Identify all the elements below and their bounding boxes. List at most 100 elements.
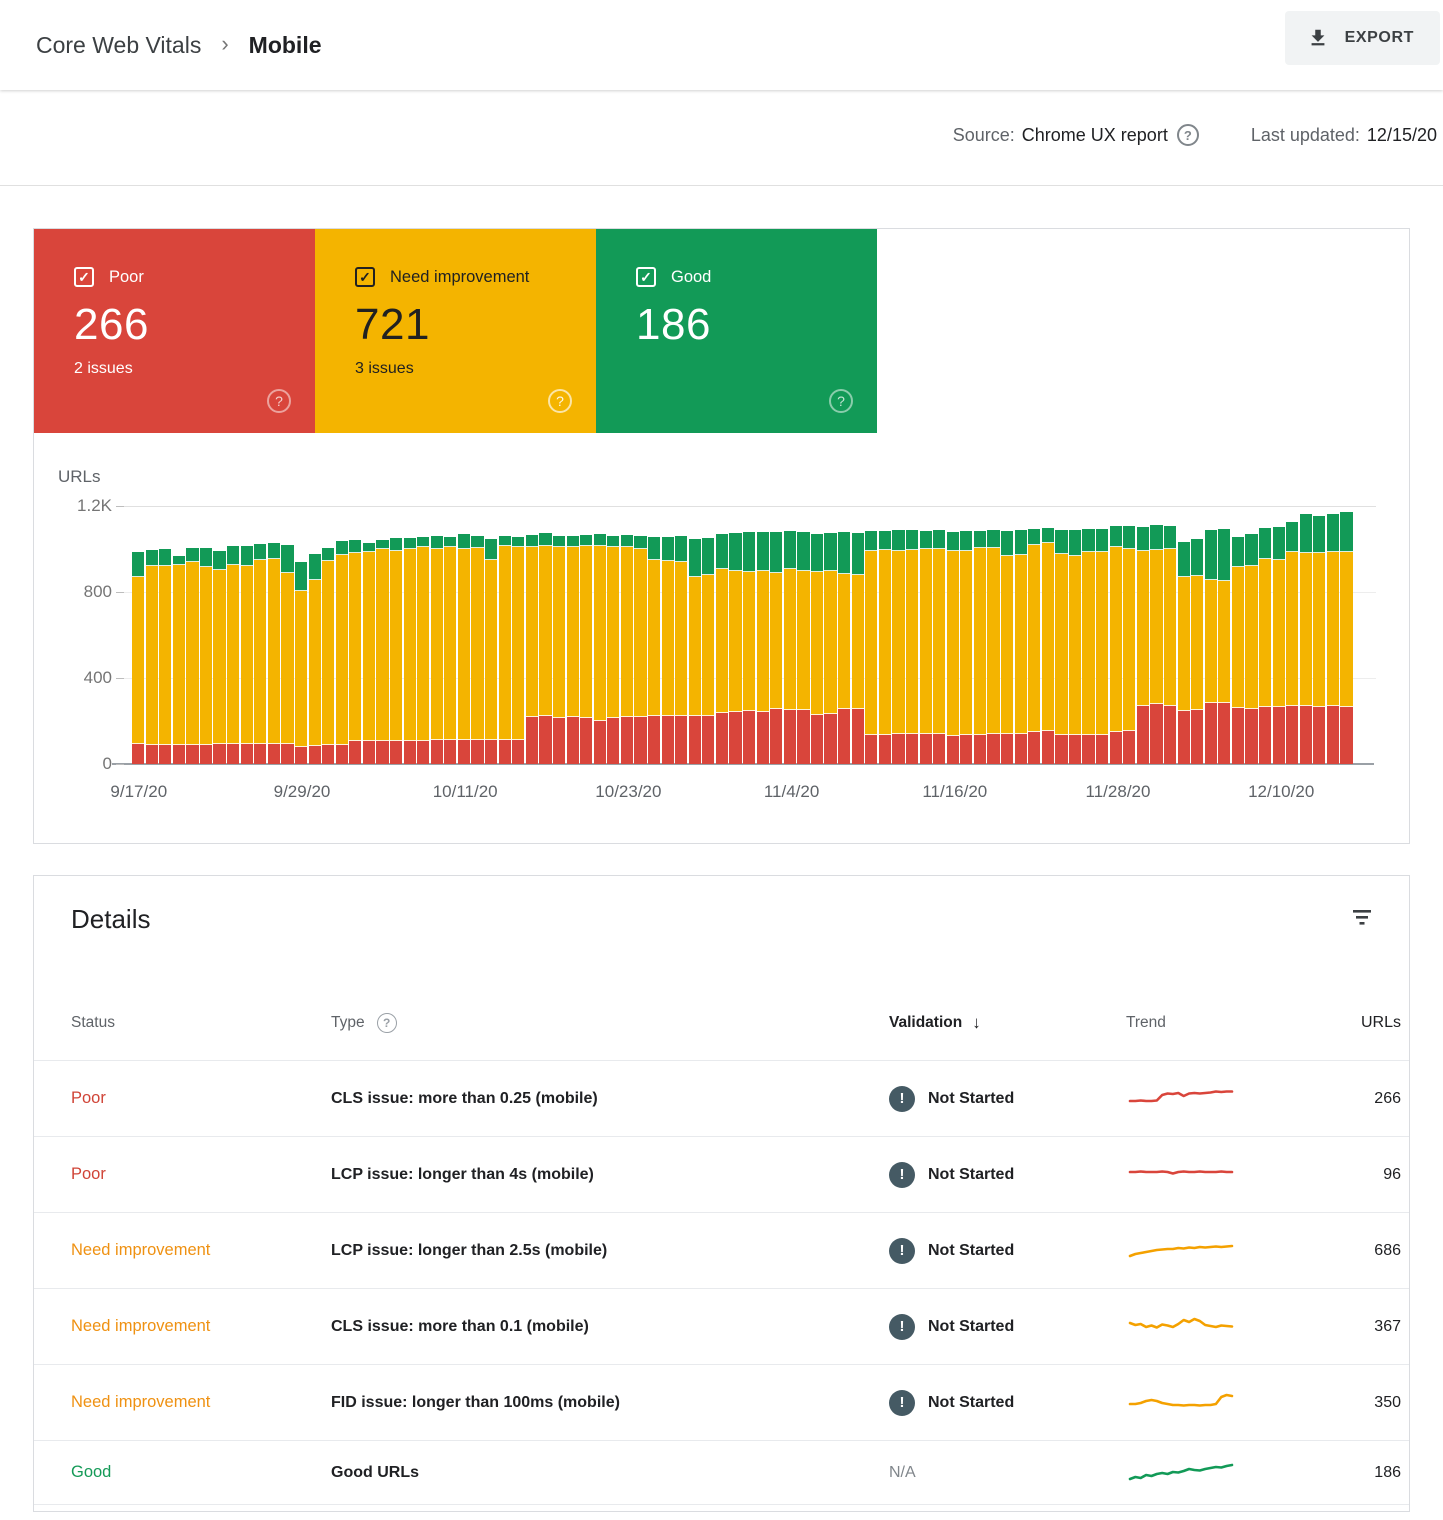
chart-bar[interactable] <box>186 547 199 764</box>
chart-bar[interactable] <box>566 535 579 764</box>
chart-bar[interactable] <box>417 537 430 764</box>
chart-bar[interactable] <box>1326 513 1340 764</box>
chart-bar[interactable] <box>1055 529 1068 764</box>
export-button[interactable]: EXPORT <box>1284 11 1440 65</box>
chart-bar[interactable] <box>485 539 498 764</box>
sort-descending-icon[interactable]: ↓ <box>972 1012 981 1032</box>
column-header-urls[interactable]: URLs <box>1360 1013 1401 1031</box>
chart-bar[interactable] <box>865 531 878 764</box>
chart-bar[interactable] <box>620 535 633 764</box>
chart-bar[interactable] <box>1082 529 1095 764</box>
chart-bar[interactable] <box>702 538 715 764</box>
chart-bar[interactable] <box>159 549 172 764</box>
chart-bar[interactable] <box>783 531 796 764</box>
column-header-type[interactable]: Type <box>331 1013 365 1031</box>
chart-bar[interactable] <box>1258 528 1272 764</box>
chart-bar[interactable] <box>213 551 226 764</box>
chart-bar[interactable] <box>1041 527 1054 764</box>
table-row[interactable]: Poor LCP issue: longer than 4s (mobile)! N… <box>34 1136 1409 1212</box>
chart-bar[interactable] <box>389 538 403 764</box>
chart-bar[interactable] <box>661 536 674 764</box>
chart-bar[interactable] <box>580 535 593 764</box>
chart-bar[interactable] <box>824 532 837 764</box>
chart-bar[interactable] <box>1109 526 1122 764</box>
chart-bar[interactable] <box>1299 513 1312 764</box>
summary-card-need-improvement[interactable]: ✓ Need improvement 721 3 issues ? <box>315 229 596 433</box>
chart-bar[interactable] <box>892 530 905 764</box>
chart-bar[interactable] <box>1231 536 1245 764</box>
checkbox-good[interactable]: ✓ <box>636 267 656 287</box>
help-icon[interactable]: ? <box>829 389 853 413</box>
chart-bar[interactable] <box>308 554 321 764</box>
chart-bar[interactable] <box>335 541 348 764</box>
chart-bar[interactable] <box>1245 534 1258 764</box>
chart-bar[interactable] <box>281 544 294 764</box>
chart-bar[interactable] <box>349 540 362 764</box>
chart-bar[interactable] <box>1001 530 1014 764</box>
chart-bar[interactable] <box>227 546 240 764</box>
chart-bar[interactable] <box>1340 511 1353 764</box>
chart-bar[interactable] <box>1286 522 1299 764</box>
chart-bar[interactable] <box>1204 529 1217 764</box>
help-icon[interactable]: ? <box>548 389 572 413</box>
chart-bar[interactable] <box>973 530 987 764</box>
chart-bar[interactable] <box>715 533 729 764</box>
chart-bar[interactable] <box>878 530 891 764</box>
chart-bar[interactable] <box>1014 530 1027 764</box>
chart-bar[interactable] <box>797 531 810 764</box>
chart-bar[interactable] <box>593 534 606 764</box>
chart-bar[interactable] <box>1272 527 1285 764</box>
chart-bar[interactable] <box>607 535 620 764</box>
chart-bar[interactable] <box>240 545 253 764</box>
chart-bar[interactable] <box>539 532 552 764</box>
table-row[interactable]: Need improvement FID issue: longer than 1… <box>34 1364 1409 1440</box>
chart-bar[interactable] <box>322 547 335 764</box>
chart-bar[interactable] <box>933 530 946 764</box>
chart-bar[interactable] <box>1313 515 1326 764</box>
chart-bar[interactable] <box>743 531 756 764</box>
chart-bar[interactable] <box>1191 539 1204 764</box>
chart-bar[interactable] <box>1177 541 1190 764</box>
chart-bar[interactable] <box>1123 525 1136 764</box>
chart-bar[interactable] <box>267 542 280 764</box>
chart-bar[interactable] <box>471 535 484 764</box>
chart-bar[interactable] <box>498 536 511 764</box>
chart-bar[interactable] <box>688 538 701 764</box>
table-row[interactable]: Need improvement LCP issue: longer than 2… <box>34 1212 1409 1288</box>
chart-bar[interactable] <box>1163 525 1177 764</box>
chart-bar[interactable] <box>172 555 185 764</box>
chart-bar[interactable] <box>132 551 145 764</box>
chart-bar[interactable] <box>1150 525 1163 764</box>
chart-bar[interactable] <box>403 538 416 764</box>
table-row[interactable]: Poor CLS issue: more than 0.25 (mobile)! N… <box>34 1060 1409 1136</box>
chart-bar[interactable] <box>294 561 308 764</box>
breadcrumb-root-link[interactable]: Core Web Vitals <box>36 31 202 58</box>
chart-bar[interactable] <box>512 536 525 764</box>
chart-bar[interactable] <box>362 542 376 764</box>
help-icon[interactable]: ? <box>376 1012 397 1033</box>
chart-bar[interactable] <box>525 535 538 764</box>
checkbox-need-improvement[interactable]: ✓ <box>355 267 375 287</box>
summary-card-poor[interactable]: ✓ Poor 266 2 issues ? <box>34 229 315 433</box>
chart-bar[interactable] <box>457 534 471 764</box>
chart-bar[interactable] <box>1028 529 1041 764</box>
help-icon[interactable]: ? <box>267 389 291 413</box>
help-icon[interactable]: ? <box>1176 124 1199 146</box>
filter-icon[interactable] <box>1351 906 1373 928</box>
chart-bar[interactable] <box>987 530 1000 764</box>
chart-bar[interactable] <box>552 536 566 764</box>
chart-bar[interactable] <box>675 536 688 764</box>
chart-bar[interactable] <box>919 530 932 764</box>
chart-bar[interactable] <box>960 531 973 764</box>
chart-bar[interactable] <box>430 536 443 764</box>
chart-bar[interactable] <box>1096 528 1109 764</box>
chart-bar[interactable] <box>905 529 919 764</box>
chart-bar[interactable] <box>946 531 959 764</box>
column-header-status[interactable]: Status <box>71 1013 115 1031</box>
chart-bar[interactable] <box>756 532 769 764</box>
chart-bar[interactable] <box>444 537 457 764</box>
chart-bar[interactable] <box>851 532 864 764</box>
table-row[interactable]: Need improvement CLS issue: more than 0.1… <box>34 1288 1409 1364</box>
chart-bar[interactable] <box>199 547 213 764</box>
chart-bar[interactable] <box>376 540 389 764</box>
